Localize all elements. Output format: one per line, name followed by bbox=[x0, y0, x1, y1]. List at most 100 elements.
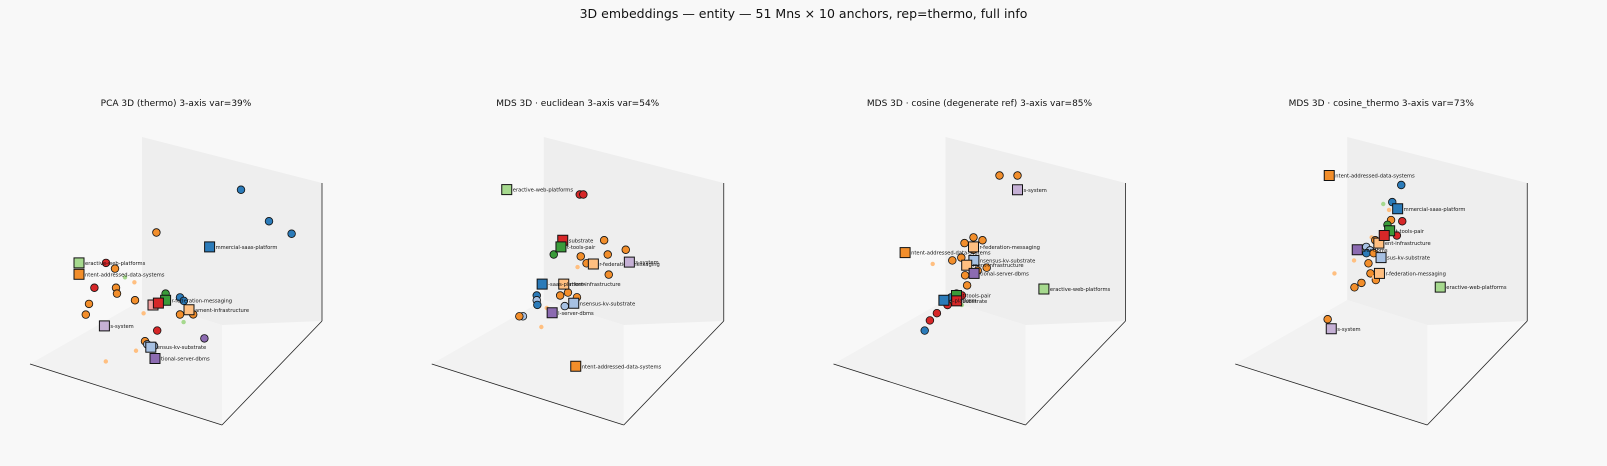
anchor-marker bbox=[938, 294, 950, 306]
anchor-label: ment-infrastructure bbox=[570, 282, 621, 288]
anchor-marker bbox=[149, 353, 161, 364]
data-point bbox=[539, 324, 544, 330]
anchor-label: l-server-dbms bbox=[558, 311, 594, 317]
data-point bbox=[549, 250, 558, 259]
data-point bbox=[152, 326, 162, 335]
data-point bbox=[1013, 171, 1022, 180]
data-point bbox=[982, 263, 991, 272]
data-point bbox=[264, 217, 274, 226]
data-point bbox=[533, 300, 542, 310]
anchor-marker bbox=[558, 278, 570, 290]
anchor-label: r-federation-messaging bbox=[172, 298, 232, 304]
anchor-marker bbox=[1375, 252, 1387, 264]
anchor-label: ntent-addressed-data-systems bbox=[911, 251, 991, 257]
anchor-marker bbox=[536, 278, 548, 290]
anchor-label: tional-server-dbms bbox=[161, 357, 210, 363]
data-point bbox=[1350, 283, 1359, 292]
x-axis-line bbox=[29, 363, 223, 426]
anchor-label: -saas-platform bbox=[548, 282, 586, 288]
anchor-marker bbox=[73, 268, 85, 280]
anchor-label: ntent-addressed-data-systems bbox=[85, 272, 165, 278]
data-point bbox=[960, 271, 970, 280]
figure-title: 3D embeddings — entity — 51 Mns × 10 anc… bbox=[579, 6, 1028, 21]
data-point bbox=[101, 258, 111, 268]
data-point bbox=[1386, 207, 1392, 213]
data-point bbox=[1323, 315, 1332, 324]
x-axis-line bbox=[833, 363, 1026, 426]
panel-title: MDS 3D · cosine_thermo 3-axis var=73% bbox=[1289, 99, 1475, 109]
anchor-label: r-federation-messaging bbox=[980, 245, 1040, 251]
anchor-label: ment-infrastructure bbox=[973, 263, 1024, 269]
anchor-marker bbox=[555, 241, 567, 253]
data-point bbox=[133, 348, 139, 353]
data-point bbox=[555, 291, 565, 300]
data-point bbox=[90, 283, 99, 292]
data-point bbox=[1357, 278, 1366, 288]
data-point bbox=[603, 250, 612, 259]
anchor-marker bbox=[98, 320, 110, 332]
anchor-label: substrate bbox=[963, 299, 988, 305]
anchor-label: ntent-addressed-data-systems bbox=[582, 364, 662, 370]
data-point bbox=[81, 310, 90, 319]
data-point bbox=[576, 252, 585, 261]
anchor-marker bbox=[501, 184, 513, 196]
anchor-marker bbox=[183, 304, 195, 316]
anchor-marker bbox=[1038, 283, 1050, 295]
data-point bbox=[1364, 259, 1373, 268]
anchor-label: s-platform bbox=[950, 298, 977, 304]
anchor-marker bbox=[152, 297, 164, 309]
anchor-marker bbox=[568, 297, 580, 309]
anchor-marker bbox=[546, 307, 558, 319]
anchor-label: ensus-kv-substrate bbox=[157, 345, 206, 351]
anchor-label: sus-kv-substrate bbox=[1387, 256, 1430, 262]
data-point bbox=[110, 264, 120, 273]
anchor-label: tional-server-dbms bbox=[980, 271, 1029, 277]
y-axis-line bbox=[221, 320, 323, 426]
data-point bbox=[969, 233, 978, 242]
floor-pane bbox=[833, 300, 1026, 425]
anchor-marker bbox=[899, 247, 911, 259]
chart-panel-1: PCA 3D (thermo) 3-axis var=39% eractive-w… bbox=[29, 99, 323, 426]
anchor-label: mmercial-saas-platform bbox=[216, 245, 278, 251]
data-point bbox=[236, 185, 246, 194]
anchor-label: t-tools-pair bbox=[1396, 229, 1425, 235]
anchor-label: s-system bbox=[110, 324, 133, 330]
data-point bbox=[103, 359, 109, 364]
anchor-label: eractive-web-platforms bbox=[1050, 287, 1111, 293]
floor-pane bbox=[1235, 300, 1428, 425]
data-point bbox=[122, 275, 128, 280]
data-point bbox=[1398, 217, 1407, 226]
anchor-marker bbox=[961, 259, 973, 271]
data-point bbox=[1332, 271, 1337, 276]
data-point bbox=[995, 171, 1004, 180]
panel-title: MDS 3D · cosine (degenerate ref) 3-axis … bbox=[867, 99, 1093, 109]
anchor-label: t-tools-pair bbox=[567, 245, 596, 251]
data-point bbox=[960, 238, 969, 248]
back-pane bbox=[543, 137, 724, 325]
anchor-label: eractive-web-platforms bbox=[85, 261, 146, 267]
anchor-label: substrate bbox=[569, 238, 594, 244]
anchor-marker bbox=[73, 257, 85, 269]
data-point bbox=[560, 301, 569, 311]
data-point bbox=[920, 326, 929, 335]
anchor-marker bbox=[1351, 244, 1363, 256]
panel-title: PCA 3D (thermo) 3-axis var=39% bbox=[101, 99, 252, 109]
anchor-label: s-system bbox=[1024, 188, 1047, 194]
anchor-marker bbox=[1012, 184, 1023, 196]
chart-panel-2: MDS 3D · euclidean 3-axis var=54% eractiv… bbox=[431, 99, 725, 426]
floor-pane bbox=[30, 300, 222, 425]
anchor-marker bbox=[587, 258, 599, 270]
anchor-marker bbox=[570, 360, 582, 372]
data-point bbox=[515, 312, 524, 321]
anchor-marker bbox=[1373, 267, 1385, 279]
anchor-label: s-system bbox=[1337, 327, 1360, 333]
data-point bbox=[604, 270, 613, 279]
y-axis-line bbox=[1426, 320, 1528, 426]
x-axis-line bbox=[1235, 363, 1428, 426]
anchor-marker bbox=[1378, 230, 1390, 241]
data-point bbox=[930, 261, 935, 267]
anchor-marker bbox=[204, 241, 216, 253]
anchor-marker bbox=[968, 267, 980, 279]
anchor-marker bbox=[1392, 203, 1404, 215]
